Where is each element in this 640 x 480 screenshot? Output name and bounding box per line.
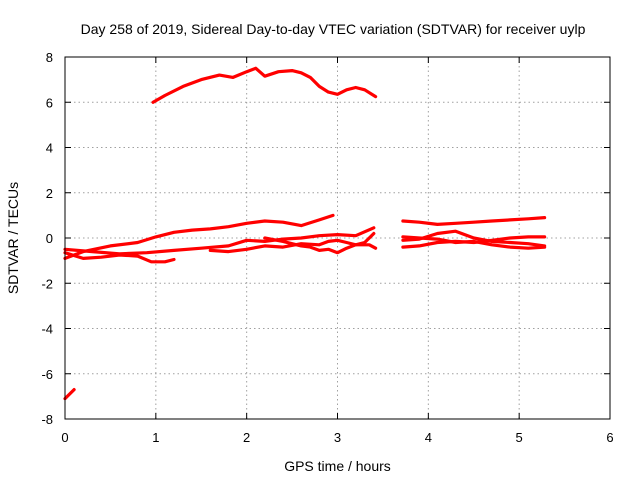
y-axis-label: SDTVAR / TECUs — [5, 182, 21, 294]
series-track-8 — [401, 216, 547, 226]
x-tick-label: 3 — [334, 430, 341, 445]
axis-ticks: 0 1 2 3 4 5 6 -8 -6 -4 -2 0 2 4 6 8 — [41, 50, 613, 445]
y-tick-label: -4 — [41, 322, 53, 337]
data-series — [63, 66, 547, 401]
y-tick-label: 8 — [46, 50, 53, 65]
series-track-2 — [151, 66, 378, 104]
series-track-5 — [63, 251, 176, 264]
x-axis-label: GPS time / hours — [284, 458, 391, 474]
series-track-1 — [63, 388, 76, 401]
series-track-3 — [63, 213, 335, 260]
x-tick-label: 6 — [606, 430, 613, 445]
x-tick-label: 2 — [243, 430, 250, 445]
x-tick-label: 1 — [152, 430, 159, 445]
y-tick-label: -2 — [41, 276, 53, 291]
y-tick-label: -8 — [41, 412, 53, 427]
x-tick-label: 5 — [516, 430, 523, 445]
y-tick-label: -6 — [41, 367, 53, 382]
y-tick-label: 0 — [46, 231, 53, 246]
y-tick-label: 6 — [46, 95, 53, 110]
series-track-11 — [401, 235, 547, 250]
y-tick-label: 2 — [46, 186, 53, 201]
x-tick-label: 0 — [61, 430, 68, 445]
y-tick-label: 4 — [46, 141, 53, 156]
series-track-4 — [63, 226, 376, 256]
x-tick-label: 4 — [425, 430, 432, 445]
chart-title: Day 258 of 2019, Sidereal Day-to-day VTE… — [81, 21, 586, 37]
series-track-7 — [263, 231, 376, 255]
